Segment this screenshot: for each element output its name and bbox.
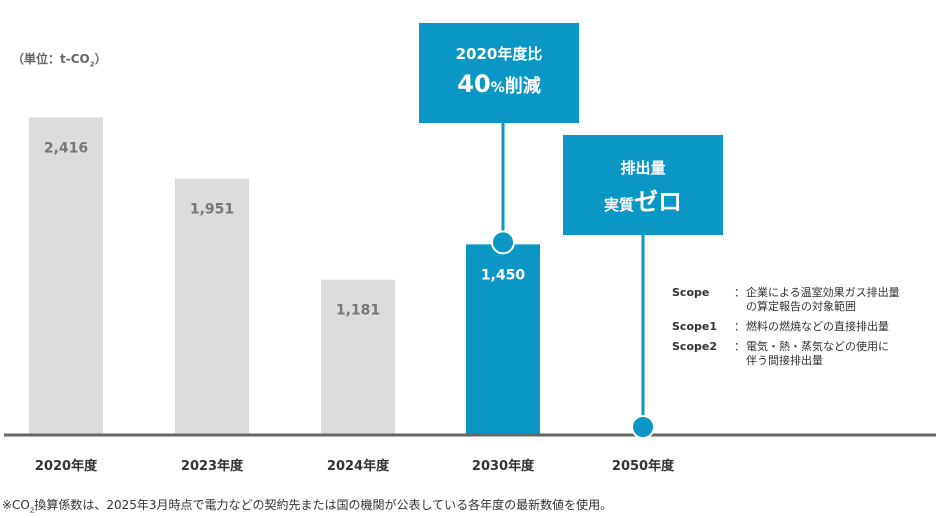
callout-2050-line2: 実質ゼロ (603, 188, 682, 216)
scope-note-row: Scope： 企業による温室効果ガス排出量 の算定報告の対象範囲 (672, 286, 900, 313)
unit-label: （単位：t-CO2） (12, 52, 107, 69)
callout-2030-line1: 2020年度比 (455, 45, 543, 63)
x-tick-label: 2030年度 (472, 458, 535, 474)
callout-2050-target: 排出量 実質ゼロ (563, 135, 723, 235)
x-tick-label: 2050年度 (612, 458, 675, 474)
callout-2050-marker (631, 415, 655, 439)
footnote: ※CO2換算係数は、2025年3月時点で電力などの契約先または国の機関が公表して… (2, 498, 613, 515)
scope-note-row: Scope2： 電気・熱・蒸気などの使用に 伴う間接排出量 (672, 340, 889, 367)
bar-value-label: 1,450 (481, 267, 526, 283)
callout-2030-line2: 40%削減 (457, 70, 541, 98)
scope-note-row: Scope1： 燃料の燃焼などの直接排出量 (672, 320, 889, 333)
bar-2024年度 (321, 279, 395, 435)
x-tick-label: 2023年度 (181, 458, 244, 474)
bar-2020年度 (29, 117, 103, 435)
bar-value-label: 1,951 (190, 201, 234, 217)
bar-value-label: 2,416 (44, 140, 88, 156)
callout-2050-line1: 排出量 (620, 159, 666, 177)
bar-2030年度 (466, 244, 540, 435)
scope-notes: Scope： 企業による温室効果ガス排出量 の算定報告の対象範囲 Scope1： … (672, 286, 934, 374)
callout-2030-target: 2020年度比 40%削減 (419, 23, 579, 123)
callout-2030-marker (491, 230, 515, 255)
bar-value-label: 1,181 (336, 303, 380, 319)
x-tick-label: 2020年度 (35, 458, 98, 474)
bar-2023年度 (175, 178, 249, 436)
x-tick-label: 2024年度 (327, 458, 390, 474)
